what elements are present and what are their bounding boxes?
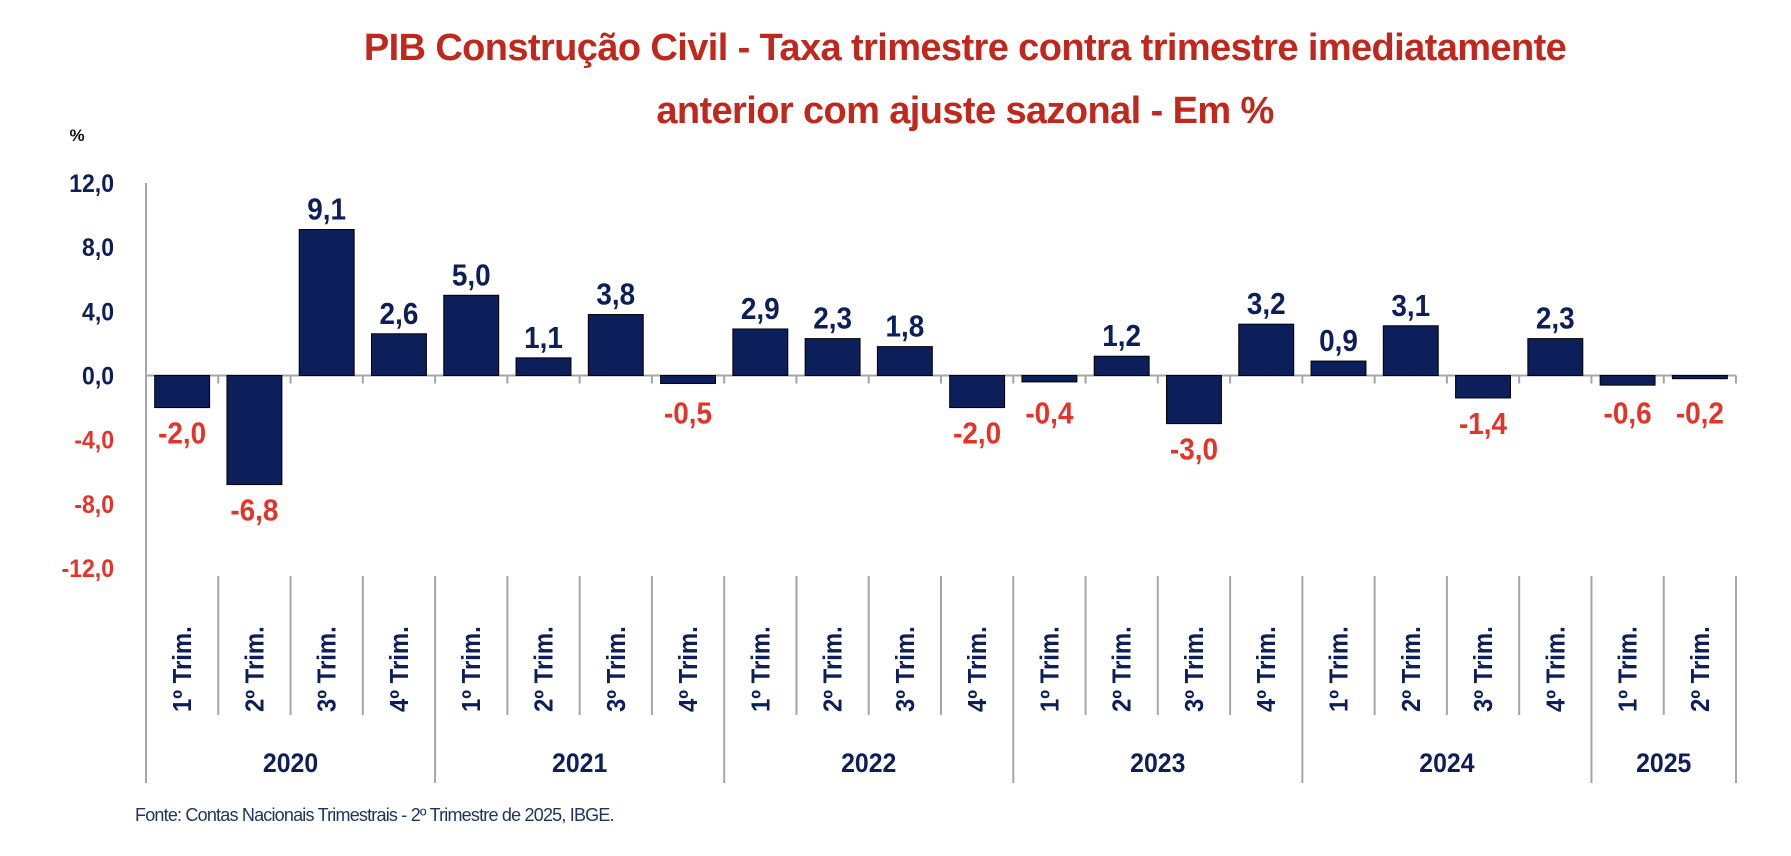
bar xyxy=(1455,375,1512,399)
data-label: -1,4 xyxy=(1459,407,1508,442)
bar xyxy=(1165,375,1222,425)
y-tick-label: -4,0 xyxy=(74,427,114,455)
bar xyxy=(154,375,211,409)
data-label: 1,1 xyxy=(524,321,563,356)
data-label: -6,8 xyxy=(230,493,278,528)
category-label: 2º Trim. xyxy=(1108,626,1137,712)
y-tick-label: 8,0 xyxy=(82,234,114,262)
bar xyxy=(1021,375,1078,383)
bar xyxy=(804,338,861,376)
bar xyxy=(732,328,789,376)
bar xyxy=(1310,360,1367,376)
data-label: 3,1 xyxy=(1391,288,1430,323)
year-label: 2021 xyxy=(552,749,607,778)
bar xyxy=(370,333,427,376)
data-label: 0,9 xyxy=(1319,324,1358,359)
data-label: 2,9 xyxy=(741,292,780,327)
category-label: 3º Trim. xyxy=(1180,626,1209,712)
y-tick-label: -8,0 xyxy=(74,491,114,519)
category-label: 3º Trim. xyxy=(602,626,631,712)
source-note: Fonte: Contas Nacionais Trimestrais - 2º… xyxy=(135,805,615,825)
year-label: 2020 xyxy=(263,749,318,778)
data-label: 9,1 xyxy=(307,192,346,227)
data-label: 1,8 xyxy=(885,309,924,344)
category-label: 4º Trim. xyxy=(963,626,992,712)
category-label: 3º Trim. xyxy=(1469,626,1498,712)
data-label: 1,2 xyxy=(1102,319,1141,354)
category-label: 1º Trim. xyxy=(457,626,486,712)
bar xyxy=(1599,375,1656,386)
category-label: 2º Trim. xyxy=(819,626,848,712)
category-label: 1º Trim. xyxy=(746,626,775,712)
bar xyxy=(226,375,283,486)
bar xyxy=(1671,375,1728,380)
data-label: 2,3 xyxy=(813,301,852,336)
category-label: 4º Trim. xyxy=(674,626,703,712)
bar xyxy=(949,375,1006,409)
data-label: 2,3 xyxy=(1536,301,1575,336)
year-label: 2023 xyxy=(1130,749,1185,778)
category-label: 1º Trim. xyxy=(1036,626,1065,712)
chart-title-line-1: PIB Construção Civil - Taxa trimestre co… xyxy=(363,27,1567,69)
bar xyxy=(1382,325,1439,377)
bar xyxy=(587,314,644,376)
bar xyxy=(1527,338,1584,376)
category-label: 1º Trim. xyxy=(1325,626,1354,712)
data-label: -2,0 xyxy=(158,416,206,451)
category-label: 2º Trim. xyxy=(241,626,270,712)
y-tick-label: 12,0 xyxy=(69,170,114,198)
data-label: 5,0 xyxy=(452,258,491,293)
category-label: 2º Trim. xyxy=(530,626,559,712)
y-tick-label: 4,0 xyxy=(82,298,114,326)
year-label: 2022 xyxy=(841,749,896,778)
bar xyxy=(876,346,933,376)
data-label: 3,2 xyxy=(1247,287,1286,322)
data-label: 3,8 xyxy=(596,277,635,312)
category-label: 2º Trim. xyxy=(1397,626,1426,712)
category-label: 2º Trim. xyxy=(1686,626,1715,712)
bar xyxy=(443,294,500,376)
y-tick-label: -12,0 xyxy=(62,555,114,583)
data-label: -0,4 xyxy=(1025,396,1074,431)
data-label: -2,0 xyxy=(953,416,1001,451)
y-tick-label: 0,0 xyxy=(82,363,114,391)
data-label: -0,2 xyxy=(1676,396,1724,431)
bar xyxy=(660,375,717,385)
bar xyxy=(1238,323,1295,376)
bar xyxy=(298,229,355,376)
bar xyxy=(515,357,572,376)
category-label: 1º Trim. xyxy=(168,626,197,712)
data-label: -3,0 xyxy=(1170,432,1218,467)
category-label: 1º Trim. xyxy=(1614,626,1643,712)
data-label: -0,6 xyxy=(1604,396,1652,431)
year-label: 2024 xyxy=(1419,749,1475,778)
data-label: -0,5 xyxy=(664,396,712,431)
data-label: 2,6 xyxy=(380,296,419,331)
bar xyxy=(1093,355,1150,376)
chart-title-line-2: anterior com ajuste sazonal - Em % xyxy=(656,90,1274,132)
category-label: 4º Trim. xyxy=(1541,626,1570,712)
category-label: 4º Trim. xyxy=(385,626,414,712)
category-label: 3º Trim. xyxy=(891,626,920,712)
year-label: 2025 xyxy=(1636,749,1691,778)
y-axis-label: % xyxy=(69,126,84,145)
category-label: 4º Trim. xyxy=(1252,626,1281,712)
category-label: 3º Trim. xyxy=(313,626,342,712)
